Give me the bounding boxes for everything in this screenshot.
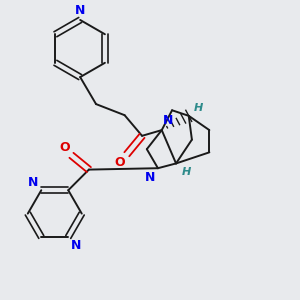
Text: N: N [28, 176, 39, 189]
Text: H: H [182, 167, 191, 177]
Text: O: O [59, 141, 70, 154]
Text: H: H [194, 103, 203, 113]
Text: N: N [163, 114, 173, 127]
Text: N: N [75, 4, 86, 17]
Text: N: N [71, 238, 81, 252]
Text: N: N [145, 171, 155, 184]
Text: O: O [115, 156, 125, 169]
